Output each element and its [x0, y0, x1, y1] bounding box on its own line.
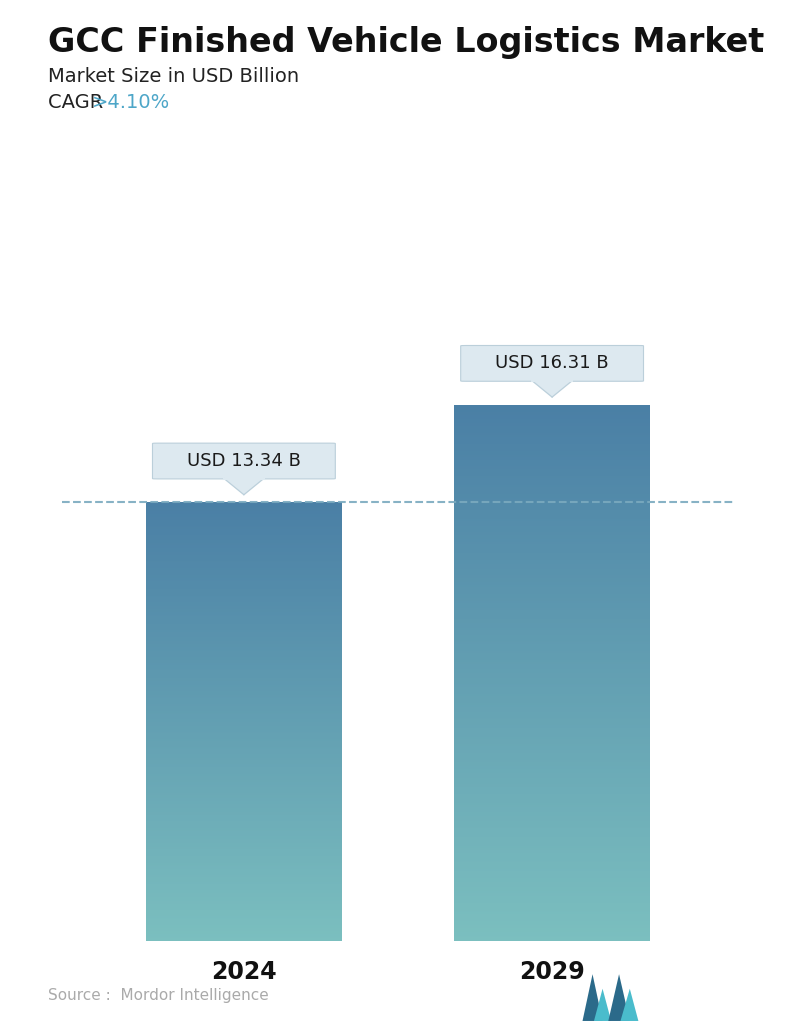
Text: Market Size in USD Billion: Market Size in USD Billion: [48, 67, 298, 86]
Text: USD 16.31 B: USD 16.31 B: [495, 355, 609, 372]
Text: Source :  Mordor Intelligence: Source : Mordor Intelligence: [48, 987, 268, 1003]
Text: USD 13.34 B: USD 13.34 B: [187, 452, 301, 470]
FancyBboxPatch shape: [153, 444, 335, 479]
Text: CAGR: CAGR: [48, 93, 109, 112]
Polygon shape: [608, 974, 630, 1021]
Text: >4.10%: >4.10%: [92, 93, 170, 112]
FancyBboxPatch shape: [461, 345, 643, 382]
Polygon shape: [594, 989, 611, 1021]
Polygon shape: [224, 479, 263, 494]
Text: GCC Finished Vehicle Logistics Market: GCC Finished Vehicle Logistics Market: [48, 26, 764, 59]
Polygon shape: [533, 381, 572, 397]
Polygon shape: [621, 989, 638, 1021]
Polygon shape: [583, 974, 603, 1021]
